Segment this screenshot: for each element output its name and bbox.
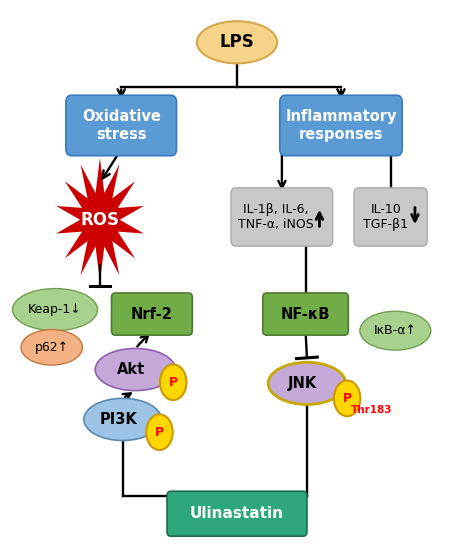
FancyBboxPatch shape — [231, 188, 333, 246]
Ellipse shape — [146, 414, 173, 450]
Text: ROS: ROS — [81, 211, 119, 229]
FancyBboxPatch shape — [263, 293, 348, 335]
Text: p62↑: p62↑ — [35, 341, 69, 354]
FancyBboxPatch shape — [167, 492, 307, 536]
Ellipse shape — [84, 398, 161, 440]
Text: Ulinastatin: Ulinastatin — [190, 506, 284, 521]
FancyBboxPatch shape — [66, 95, 176, 156]
Text: Keap-1↓: Keap-1↓ — [28, 303, 82, 316]
Polygon shape — [56, 158, 144, 281]
Ellipse shape — [95, 349, 175, 390]
Text: Thr183: Thr183 — [351, 405, 393, 415]
Ellipse shape — [360, 311, 431, 350]
Text: NF-κB: NF-κB — [281, 306, 330, 321]
Text: Oxidative
stress: Oxidative stress — [82, 110, 161, 142]
Text: P: P — [343, 392, 352, 405]
FancyBboxPatch shape — [354, 188, 427, 246]
Text: IL-1β, IL-6,
TNF-α, iNOS: IL-1β, IL-6, TNF-α, iNOS — [238, 203, 314, 231]
Ellipse shape — [334, 380, 360, 416]
Ellipse shape — [160, 364, 186, 400]
Text: IκB-α↑: IκB-α↑ — [374, 324, 417, 337]
Text: Inflammatory
responses: Inflammatory responses — [285, 110, 397, 142]
Ellipse shape — [197, 21, 277, 63]
Text: P: P — [155, 426, 164, 439]
FancyBboxPatch shape — [280, 95, 402, 156]
Ellipse shape — [268, 363, 346, 404]
Ellipse shape — [21, 330, 82, 365]
Text: LPS: LPS — [219, 33, 255, 51]
Ellipse shape — [12, 289, 98, 331]
FancyBboxPatch shape — [111, 293, 192, 335]
Text: P: P — [169, 376, 178, 389]
Text: PI3K: PI3K — [100, 412, 138, 427]
Text: Akt: Akt — [117, 362, 145, 377]
Text: Nrf-2: Nrf-2 — [131, 306, 173, 321]
Text: IL-10
TGF-β1: IL-10 TGF-β1 — [364, 203, 409, 231]
Text: JNK: JNK — [288, 376, 317, 391]
